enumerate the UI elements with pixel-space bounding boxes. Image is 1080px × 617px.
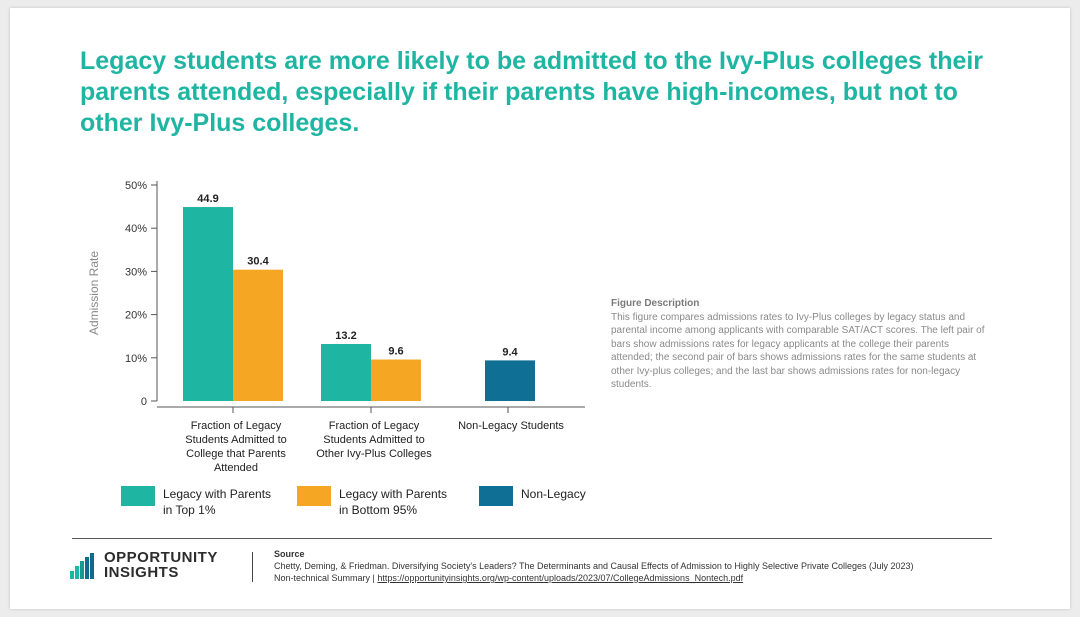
- source-block: Source Chetty, Deming, & Friedman. Diver…: [274, 548, 1014, 584]
- y-tick-label: 20%: [125, 310, 147, 322]
- data-label: 9.4: [502, 346, 518, 358]
- legend-item-nonlegacy: Non-Legacy: [479, 486, 619, 526]
- source-summary-prefix: Non-technical Summary |: [274, 573, 378, 583]
- footer-divider: [72, 538, 992, 539]
- y-tick-label: 10%: [125, 353, 147, 365]
- x-tick-label: Fraction of Legacy Students Admitted to Ot…: [316, 420, 432, 460]
- legend-swatch-bottom95: [297, 486, 331, 506]
- opportunity-insights-logo: OPPORTUNITY INSIGHTS: [70, 549, 245, 583]
- source-link[interactable]: https://opportunityinsights.org/wp-conte…: [377, 573, 744, 583]
- legend-item-bottom95: Legacy with Parents in Bottom 95%: [297, 486, 467, 526]
- y-tick-label: 40%: [125, 223, 147, 235]
- logo-bars-icon: [70, 553, 100, 579]
- data-label: 9.6: [388, 346, 403, 358]
- y-tick-label: 0: [141, 396, 147, 408]
- x-tick-label: Non-Legacy Students: [458, 420, 564, 432]
- bar-bottom95-group-2: [371, 359, 421, 401]
- figure-description-heading: Figure Description: [611, 298, 700, 309]
- bar-bottom95-group-1: [233, 269, 283, 401]
- legend-label-nonlegacy: Non-Legacy: [521, 487, 586, 501]
- bar-top1-group-1: [183, 207, 233, 401]
- y-tick-label: 50%: [125, 180, 147, 192]
- source-heading: Source: [274, 549, 305, 559]
- legend-swatch-top1: [121, 486, 155, 506]
- figure-description: Figure Description This figure compares …: [611, 297, 991, 392]
- bar-nonlegacy-group-3: [485, 360, 535, 401]
- data-label: 44.9: [197, 193, 218, 205]
- page-title: Legacy students are more likely to be ad…: [80, 47, 984, 137]
- x-tick-label: Fraction of Legacy Students Admitted to Co…: [185, 420, 287, 474]
- logo-text-insights: INSIGHTS: [104, 564, 179, 581]
- figure-description-body: This figure compares admissions rates to…: [611, 311, 985, 391]
- footer-separator: [252, 552, 253, 582]
- legend-label-bottom95: Legacy with Parents in Bottom 95%: [339, 487, 448, 517]
- logo-text-opportunity: OPPORTUNITY: [104, 549, 218, 566]
- bar-top1-group-2: [321, 343, 371, 401]
- y-tick-label: 30%: [125, 266, 147, 278]
- y-axis-label: Admission Rate: [87, 251, 101, 335]
- legend-swatch-nonlegacy: [479, 486, 513, 506]
- legend-label-top1: Legacy with Parents in Top 1%: [163, 487, 272, 517]
- source-citation: Chetty, Deming, & Friedman. Diversifying…: [274, 561, 914, 571]
- data-label: 13.2: [335, 330, 356, 342]
- data-label: 30.4: [247, 256, 269, 268]
- legend-item-top1: Legacy with Parents in Top 1%: [121, 486, 291, 526]
